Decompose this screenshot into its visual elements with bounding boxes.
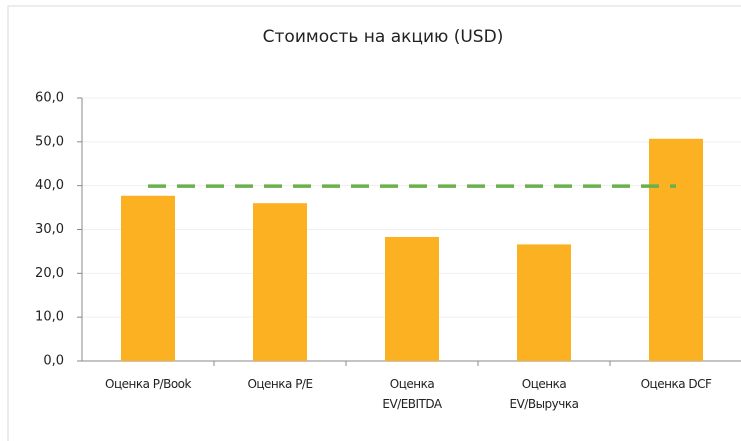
bar [517,244,571,361]
y-tick-label: 10,0 [35,310,64,325]
y-tick-label: 30,0 [35,222,64,237]
x-tick-label: Оценка P/E [247,377,313,391]
y-tick-label: 50,0 [35,134,64,149]
y-tick-label: 0,0 [43,354,64,369]
x-tick-label: Оценка P/Book [105,377,191,391]
x-tick-label: Оценка DCF [640,377,712,391]
y-tick-label: 40,0 [35,178,64,193]
bar [253,203,307,361]
x-tick-label: Оценка EV/Выручка [509,377,579,411]
y-tick-label: 60,0 [35,91,64,106]
bar [385,236,439,361]
bar [121,195,175,361]
x-tick-label: Оценка EV/EBITDA [382,377,442,411]
y-tick-label: 20,0 [35,266,64,281]
chart-title: Стоимость на акцию (USD) [263,27,504,47]
bar [649,138,703,361]
